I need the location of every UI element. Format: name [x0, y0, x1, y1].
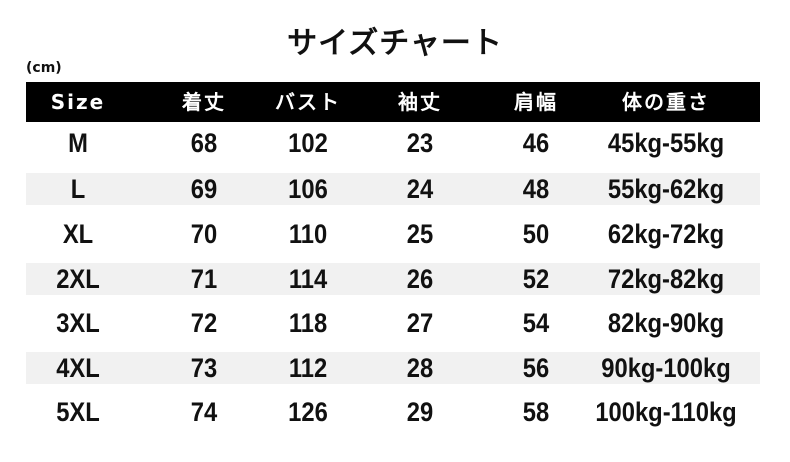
table-row: L 69 106 24 48 55kg-62kg — [26, 173, 760, 205]
value-cell: 26 — [406, 264, 434, 294]
unit-label: (cm) — [26, 60, 62, 76]
value-cell: 126 — [288, 397, 328, 427]
column-header: 肩幅 — [514, 90, 558, 114]
value-cell: 48 — [522, 174, 550, 204]
size-cell: L — [70, 174, 86, 204]
value-cell: 102 — [288, 128, 328, 158]
table-row: 3XL 72 118 27 54 82kg-90kg — [26, 307, 760, 339]
value-cell: 50 — [522, 219, 550, 249]
value-cell: 74 — [190, 397, 218, 427]
value-cell: 114 — [288, 264, 328, 294]
value-cell: 56 — [522, 353, 550, 383]
value-cell: 68 — [190, 128, 218, 158]
value-cell: 118 — [288, 308, 328, 338]
table-row: XL 70 110 25 50 62kg-72kg — [26, 218, 760, 250]
value-cell: 70 — [190, 219, 218, 249]
value-cell: 106 — [288, 174, 328, 204]
table-row: M 68 102 23 46 45kg-55kg — [26, 127, 760, 159]
chart-title: サイズチャート — [287, 26, 503, 61]
value-cell: 82kg-90kg — [607, 308, 725, 338]
value-cell: 54 — [522, 308, 550, 338]
table-row: 4XL 73 112 28 56 90kg-100kg — [26, 352, 760, 384]
value-cell: 90kg-100kg — [601, 353, 731, 383]
size-cell: 2XL — [56, 264, 100, 294]
value-cell: 72kg-82kg — [607, 264, 725, 294]
value-cell: 27 — [406, 308, 434, 338]
size-cell: 3XL — [56, 308, 100, 338]
value-cell: 29 — [406, 397, 434, 427]
value-cell: 100kg-110kg — [595, 397, 737, 427]
table-row: 5XL 74 126 29 58 100kg-110kg — [26, 396, 760, 428]
size-cell: 5XL — [56, 397, 100, 427]
column-header: バスト — [275, 90, 341, 114]
value-cell: 28 — [406, 353, 434, 383]
value-cell: 58 — [522, 397, 550, 427]
table-row: 2XL 71 114 26 52 72kg-82kg — [26, 263, 760, 295]
value-cell: 45kg-55kg — [607, 128, 725, 158]
value-cell: 24 — [406, 174, 434, 204]
size-cell: 4XL — [56, 353, 100, 383]
value-cell: 46 — [522, 128, 550, 158]
column-header: 着丈 — [182, 90, 226, 114]
size-cell: M — [68, 128, 88, 158]
value-cell: 69 — [190, 174, 218, 204]
value-cell: 52 — [522, 264, 550, 294]
value-cell: 62kg-72kg — [607, 219, 725, 249]
value-cell: 72 — [190, 308, 218, 338]
column-header: Size — [50, 90, 106, 114]
value-cell: 73 — [190, 353, 218, 383]
value-cell: 112 — [288, 353, 328, 383]
value-cell: 55kg-62kg — [607, 174, 725, 204]
size-cell: XL — [62, 219, 94, 249]
value-cell: 110 — [288, 219, 328, 249]
column-header: 袖丈 — [398, 90, 442, 114]
column-header: 体の重さ — [622, 90, 710, 114]
value-cell: 25 — [406, 219, 434, 249]
value-cell: 71 — [190, 264, 218, 294]
table-header: Size 着丈 バスト 袖丈 肩幅 体の重さ — [26, 82, 760, 122]
value-cell: 23 — [406, 128, 434, 158]
